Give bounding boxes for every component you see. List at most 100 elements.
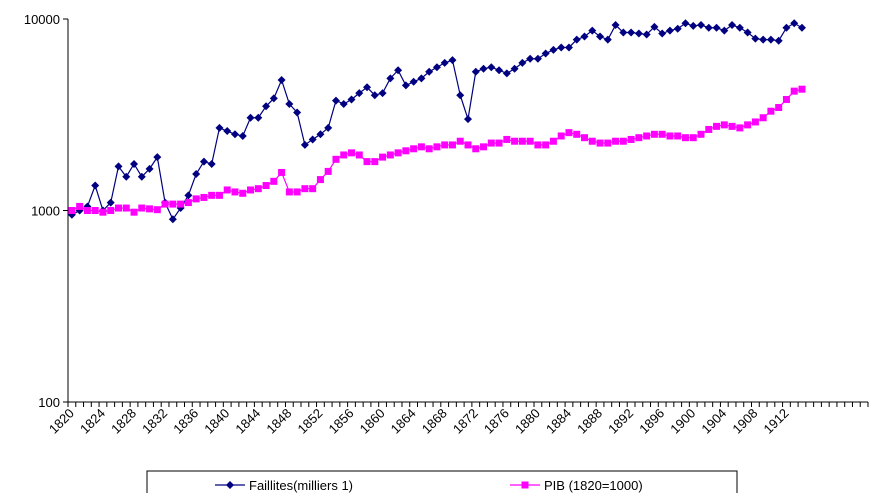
point bbox=[557, 43, 566, 52]
point bbox=[270, 177, 278, 185]
x-tick-label: 1864 bbox=[388, 406, 419, 437]
point bbox=[580, 32, 589, 41]
point bbox=[285, 99, 294, 108]
point bbox=[402, 147, 410, 155]
point bbox=[355, 151, 363, 159]
point bbox=[643, 132, 651, 140]
point bbox=[254, 185, 262, 193]
x-tick-label: 1884 bbox=[543, 406, 574, 437]
point bbox=[495, 66, 504, 75]
point bbox=[766, 35, 775, 44]
point bbox=[324, 167, 332, 175]
point bbox=[130, 159, 139, 168]
point bbox=[689, 21, 698, 30]
point bbox=[557, 132, 565, 140]
point bbox=[332, 155, 340, 163]
point bbox=[604, 139, 612, 147]
point bbox=[448, 141, 456, 149]
point bbox=[199, 157, 208, 166]
point bbox=[736, 124, 744, 132]
point bbox=[347, 95, 356, 104]
point bbox=[239, 189, 247, 197]
point bbox=[480, 143, 488, 151]
point bbox=[285, 188, 293, 196]
point bbox=[502, 69, 511, 78]
point bbox=[401, 81, 410, 90]
point bbox=[720, 121, 728, 129]
point bbox=[487, 63, 496, 72]
point bbox=[371, 158, 379, 166]
point bbox=[316, 176, 324, 184]
point bbox=[549, 45, 558, 54]
point bbox=[782, 23, 791, 32]
point bbox=[184, 191, 193, 200]
point bbox=[300, 140, 309, 149]
x-tick-label: 1872 bbox=[450, 406, 481, 437]
x-tick-label: 1892 bbox=[605, 406, 636, 437]
point bbox=[472, 145, 480, 153]
point bbox=[378, 89, 387, 98]
point bbox=[751, 118, 759, 126]
legend bbox=[146, 470, 738, 493]
point bbox=[425, 67, 434, 76]
point bbox=[153, 206, 161, 214]
point bbox=[658, 130, 666, 138]
point bbox=[168, 215, 177, 224]
point bbox=[192, 170, 201, 179]
point bbox=[355, 89, 364, 98]
point bbox=[394, 66, 403, 75]
point bbox=[720, 26, 729, 35]
point bbox=[689, 134, 697, 142]
point bbox=[347, 149, 355, 157]
point bbox=[122, 204, 130, 212]
point bbox=[658, 29, 667, 38]
point bbox=[309, 185, 317, 193]
point bbox=[572, 35, 581, 44]
point bbox=[790, 87, 798, 95]
point bbox=[223, 186, 231, 194]
point bbox=[200, 193, 208, 201]
point bbox=[386, 151, 394, 159]
x-tick-label: 1856 bbox=[326, 406, 357, 437]
point bbox=[611, 21, 620, 30]
point bbox=[713, 122, 721, 130]
point bbox=[363, 83, 372, 92]
y-tick-label: 10000 bbox=[24, 12, 60, 27]
x-tick-label: 1888 bbox=[574, 406, 605, 437]
x-tick-label: 1840 bbox=[201, 406, 232, 437]
point bbox=[208, 191, 216, 199]
x-tick-label: 1820 bbox=[46, 406, 77, 437]
point bbox=[192, 195, 200, 203]
point bbox=[728, 21, 737, 30]
point bbox=[440, 58, 449, 67]
point bbox=[674, 132, 682, 140]
point bbox=[145, 164, 154, 173]
y-tick-label: 1000 bbox=[31, 204, 60, 219]
point bbox=[448, 56, 457, 65]
point bbox=[526, 137, 534, 145]
point bbox=[324, 123, 333, 132]
legend-marker bbox=[226, 481, 234, 489]
point bbox=[782, 95, 790, 103]
point bbox=[394, 149, 402, 157]
point bbox=[417, 74, 426, 83]
point bbox=[293, 188, 301, 196]
point bbox=[456, 91, 465, 100]
point bbox=[278, 168, 286, 176]
point bbox=[735, 23, 744, 32]
point bbox=[363, 158, 371, 166]
point bbox=[269, 94, 278, 103]
point bbox=[153, 153, 162, 162]
point bbox=[441, 141, 449, 149]
point bbox=[464, 115, 472, 124]
point bbox=[634, 29, 643, 38]
point bbox=[565, 129, 573, 137]
point bbox=[503, 135, 511, 143]
point bbox=[230, 130, 239, 139]
point bbox=[456, 137, 464, 145]
point bbox=[246, 113, 255, 122]
point bbox=[114, 162, 123, 171]
point bbox=[635, 134, 643, 142]
x-tick-label: 1844 bbox=[232, 406, 263, 437]
